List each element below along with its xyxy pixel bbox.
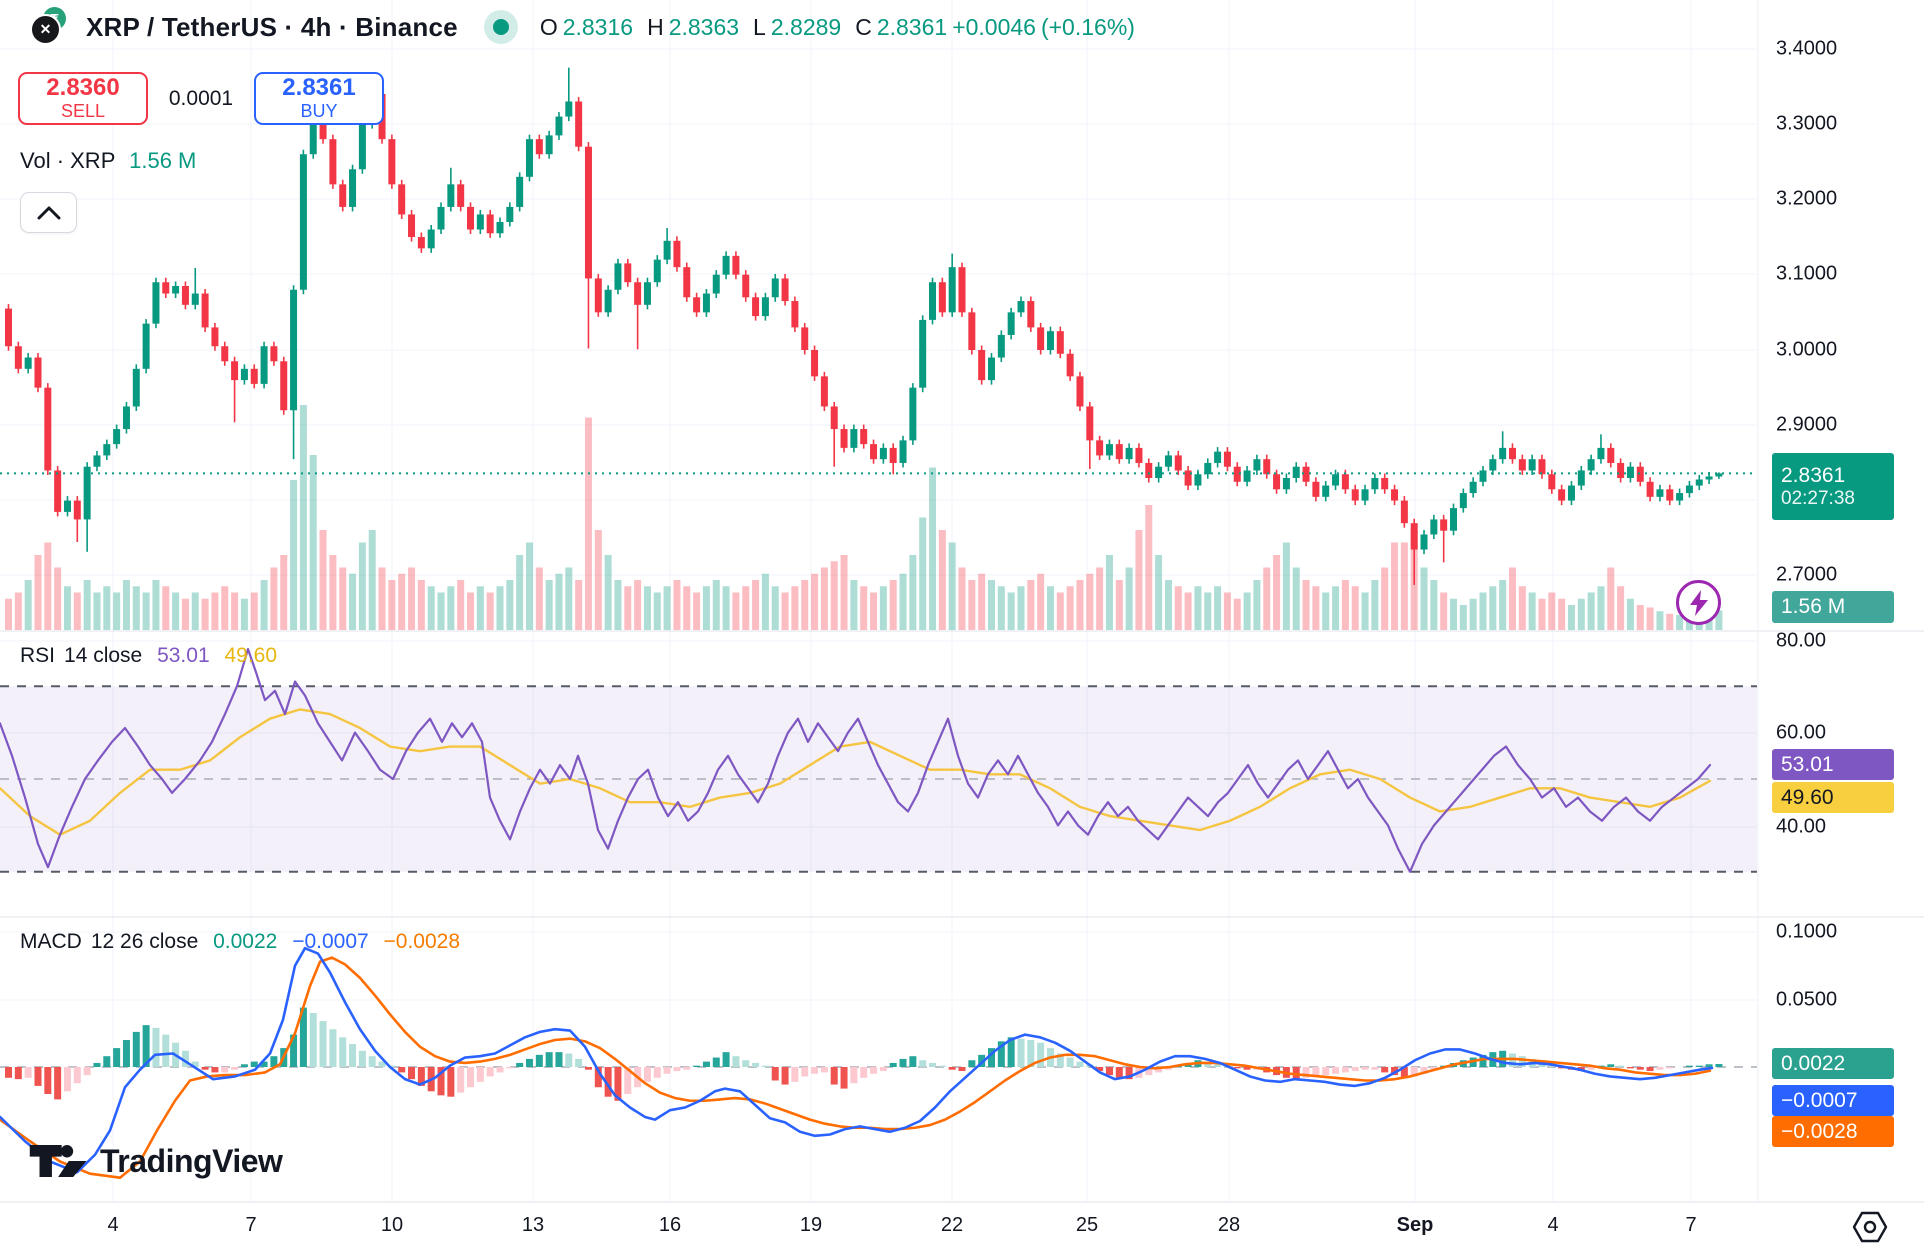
collapse-pane-button[interactable]	[20, 192, 77, 233]
time-axis-label: 4	[107, 1214, 119, 1236]
rsi-axis-label: 40.00	[1776, 815, 1827, 838]
lightning-icon	[1689, 589, 1708, 616]
macd-signal-value: −0.0028	[383, 930, 461, 953]
buy-label: BUY	[300, 100, 338, 121]
xrp-logo-icon: ✕	[30, 14, 61, 45]
volume-axis-label: 1.56 M	[1772, 591, 1894, 623]
time-axis-label: 7	[245, 1214, 257, 1236]
signal-line-label-text: −0.0028	[1781, 1119, 1858, 1143]
chevron-up-icon	[37, 206, 60, 219]
rsi-value: 53.01	[157, 644, 210, 667]
macd-axis-label: 0.1000	[1776, 920, 1838, 943]
high-label: H	[647, 13, 664, 40]
rsi-axis-label: 60.00	[1776, 721, 1827, 744]
spread-value: 0.0001	[168, 86, 234, 110]
market-status-icon[interactable]	[483, 10, 518, 44]
price-axis-label: 2.9000	[1776, 413, 1838, 436]
ohlc-values: O 2.8316 H 2.8363 L 2.8289 C 2.8361 +0.0…	[540, 14, 1135, 41]
buy-price: 2.8361	[282, 74, 356, 102]
eye-hexagon-icon	[1852, 1211, 1888, 1243]
symbol-title[interactable]: XRP / TetherUS · 4h · Binance	[86, 11, 458, 42]
macd-line-label: −0.0007	[1772, 1085, 1894, 1116]
macd-hist-value: 0.0022	[213, 930, 278, 953]
time-axis-label: 22	[940, 1214, 964, 1236]
close-label: C	[855, 13, 872, 40]
macd-line-label-text: −0.0007	[1781, 1088, 1858, 1112]
time-axis-label: 19	[799, 1214, 823, 1236]
time-axis-label: 16	[658, 1214, 682, 1236]
price-axis-label: 3.0000	[1776, 338, 1838, 361]
symbol-logo[interactable]: ₮ ✕	[20, 6, 76, 48]
price-axis-label: 3.3000	[1776, 112, 1838, 135]
tradingview-logo[interactable]: TradingView	[28, 1142, 283, 1180]
rsi-value-label-text: 53.01	[1781, 752, 1834, 776]
eye-hexagon-button[interactable]	[1848, 1210, 1892, 1246]
sell-label: SELL	[60, 100, 106, 121]
macd-hist-label: 0.0022	[1772, 1048, 1894, 1079]
rsi-ma-value-label: 49.60	[1772, 782, 1894, 813]
volume-legend-value: 1.56 M	[129, 148, 197, 173]
rsi-pane-header[interactable]: RSI 14 close 53.01 49.60	[20, 644, 286, 668]
status-core	[492, 19, 509, 35]
time-axis-label: 10	[380, 1214, 404, 1236]
volume-legend-label: Vol · XRP	[20, 148, 115, 173]
trade-buttons: 2.8360 SELL 0.0001 2.8361 BUY	[18, 72, 384, 125]
price-axis-label: 3.1000	[1776, 262, 1838, 285]
rsi-name: RSI	[20, 644, 56, 667]
buy-button[interactable]: 2.8361 BUY	[254, 72, 384, 125]
rsi-value-label: 53.01	[1772, 749, 1894, 780]
price-axis-label: 2.7000	[1776, 563, 1838, 586]
rsi-axis-label: 80.00	[1776, 629, 1827, 652]
boost-button[interactable]	[1676, 580, 1721, 625]
rsi-ma-value: 49.60	[224, 644, 278, 667]
time-axis-label: Sep	[1396, 1214, 1434, 1236]
macd-name: MACD	[20, 930, 82, 953]
high-value: 2.8363	[668, 13, 740, 40]
price-axis-label: 3.4000	[1776, 37, 1838, 60]
macd-line-value: −0.0007	[292, 930, 369, 953]
low-value: 2.8289	[770, 13, 842, 40]
low-label: L	[753, 13, 766, 40]
rsi-ma-value-label-text: 49.60	[1781, 785, 1834, 809]
price-axis-label: 3.2000	[1776, 187, 1838, 210]
rsi-params: 14 close	[64, 644, 143, 667]
tradingview-mark-icon	[29, 1145, 87, 1177]
chart-legend: ₮ ✕ XRP / TetherUS · 4h · Binance O 2.83…	[20, 6, 1135, 48]
change-value: +0.0046	[952, 13, 1036, 40]
signal-line-label: −0.0028	[1772, 1116, 1894, 1147]
last-price-label: 2.8361 02:27:38	[1772, 453, 1894, 520]
time-axis-label: 28	[1217, 1214, 1241, 1236]
time-axis-label: 4	[1547, 1214, 1559, 1236]
volume-axis-label-text: 1.56 M	[1781, 595, 1846, 618]
macd-pane-header[interactable]: MACD 12 26 close 0.0022 −0.0007 −0.0028	[20, 930, 469, 954]
sell-button[interactable]: 2.8360 SELL	[18, 72, 148, 125]
macd-axis-label: 0.0500	[1776, 988, 1838, 1011]
change-pct-value: (+0.16%)	[1040, 13, 1135, 40]
time-axis-label: 13	[521, 1214, 545, 1236]
macd-params: 12 26 close	[90, 930, 199, 953]
volume-legend: Vol · XRP 1.56 M	[20, 148, 196, 174]
open-label: O	[539, 13, 558, 40]
tradingview-logo-text: TradingView	[100, 1142, 283, 1179]
sell-price: 2.8360	[46, 74, 120, 102]
close-value: 2.8361	[876, 13, 948, 40]
macd-hist-label-text: 0.0022	[1781, 1051, 1846, 1075]
time-axis-label: 25	[1075, 1214, 1099, 1236]
last-price-label-text: 2.8361	[1781, 463, 1846, 487]
open-value: 2.8316	[562, 13, 634, 40]
countdown-text: 02:27:38	[1781, 487, 1855, 509]
time-axis-label: 7	[1685, 1214, 1697, 1236]
